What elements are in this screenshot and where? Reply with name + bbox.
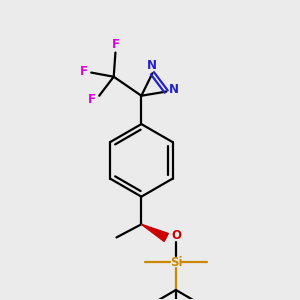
Text: F: F bbox=[111, 38, 119, 51]
Text: F: F bbox=[80, 65, 88, 78]
Text: O: O bbox=[171, 229, 181, 242]
Text: Si: Si bbox=[170, 256, 182, 269]
Polygon shape bbox=[141, 224, 168, 242]
Text: F: F bbox=[88, 93, 96, 106]
Text: N: N bbox=[147, 59, 157, 72]
Text: N: N bbox=[169, 83, 179, 96]
